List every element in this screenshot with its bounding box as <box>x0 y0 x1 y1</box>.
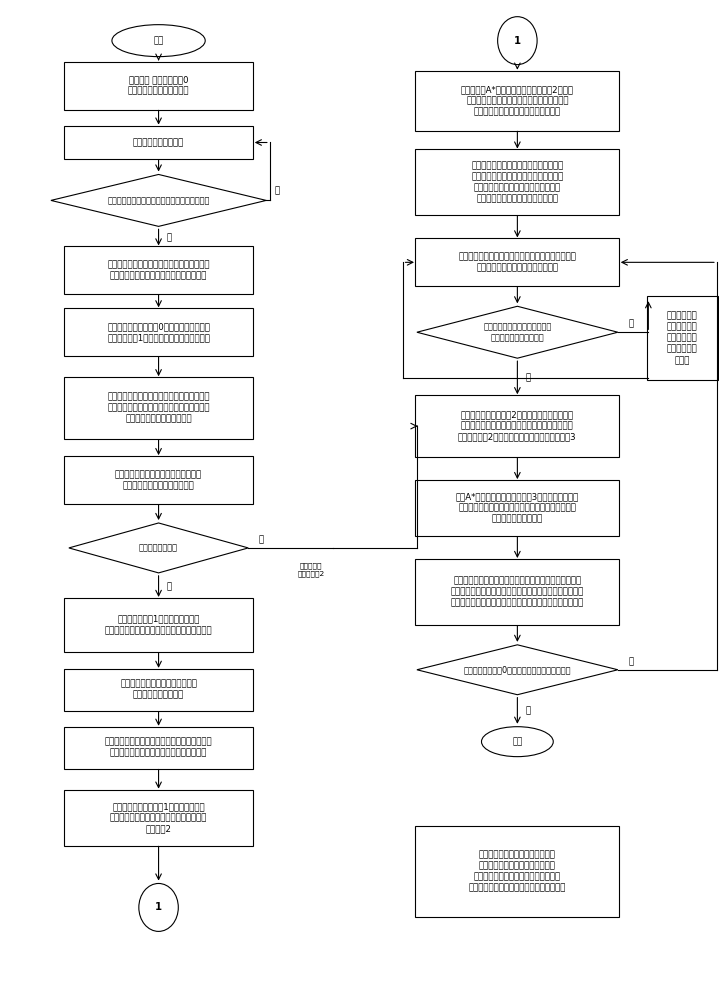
Text: 1: 1 <box>155 902 162 912</box>
Text: 计算机在建筑通道数据0中标记起火位置获得
建筑通道数据1，并将控制信息发送至单片机: 计算机在建筑通道数据0中标记起火位置获得 建筑通道数据1，并将控制信息发送至单片… <box>107 322 210 342</box>
FancyBboxPatch shape <box>64 598 253 652</box>
FancyBboxPatch shape <box>64 377 253 439</box>
Ellipse shape <box>498 17 537 65</box>
Text: 否: 否 <box>628 320 633 329</box>
FancyBboxPatch shape <box>416 559 619 625</box>
FancyBboxPatch shape <box>64 126 253 159</box>
FancyBboxPatch shape <box>647 296 718 380</box>
Text: 直接生成建
筑通道数据2: 直接生成建 筑通道数据2 <box>298 563 325 577</box>
Polygon shape <box>51 174 266 226</box>
Text: 计算机接收到节点信息后智能生成
控制信息发送至单片机: 计算机接收到节点信息后智能生成 控制信息发送至单片机 <box>120 680 197 700</box>
Text: 是: 是 <box>526 373 531 382</box>
Text: 单片机接收计算机的控制信息，控制火情所在
通道的逃生指示牌变为红色，表示通道危险，
并启动鸣警器全建筑火灾鸣响: 单片机接收计算机的控制信息，控制火情所在 通道的逃生指示牌变为红色，表示通道危险… <box>107 393 210 424</box>
FancyBboxPatch shape <box>64 456 253 504</box>
FancyBboxPatch shape <box>64 790 253 846</box>
FancyBboxPatch shape <box>64 669 253 711</box>
Polygon shape <box>417 306 618 358</box>
Text: 开始: 开始 <box>153 36 164 45</box>
Text: 是: 是 <box>628 657 633 666</box>
FancyBboxPatch shape <box>416 480 619 536</box>
Text: 单片机接收到计算机的控制信息。控制最
短逃生路线内所有通道开启绿色箭头逃生
指示牌，其他通道开启白色逃生指示牌
（非最近通道），箭头均指向出口处: 单片机接收到计算机的控制信息。控制最 短逃生路线内所有通道开启绿色箭头逃生 指示… <box>471 161 564 204</box>
Text: 否: 否 <box>526 706 531 715</box>
Text: 是: 是 <box>167 582 172 591</box>
Polygon shape <box>417 645 618 695</box>
Text: 是否发现障碍物？: 是否发现障碍物？ <box>139 543 178 552</box>
FancyBboxPatch shape <box>416 395 619 457</box>
Text: 是: 是 <box>167 233 172 242</box>
Text: 否: 否 <box>275 186 280 195</box>
Text: 单片机接收到控制信息，控制节点内开启黄色逃生指示牌
（代表临时次短逃生通道）与绿色逃生指示牌相同部分路径
依旧开启绿灯，其他路线开启保持原状态，箭头均指向出口: 单片机接收到控制信息，控制节点内开启黄色逃生指示牌 （代表临时次短逃生通道）与绿… <box>451 576 584 607</box>
Text: 计算机在建筑通道数据1中将障碍物所在
通道上节点到下节点的路径删除后生成建筑
通道数据2: 计算机在建筑通道数据1中将障碍物所在 通道上节点到下节点的路径删除后生成建筑 通… <box>110 802 207 833</box>
Text: 检测建筑通道数据0内通道是否还有人员未撤出？: 检测建筑通道数据0内通道是否还有人员未撤出？ <box>464 665 571 674</box>
Text: 在建筑通道数据1中标记障碍物位置
以及所在通道，记录该通道上一节点和下一节点: 在建筑通道数据1中标记障碍物位置 以及所在通道，记录该通道上一节点和下一节点 <box>105 615 212 635</box>
FancyBboxPatch shape <box>416 826 619 917</box>
Text: 计算机利用A*搜索算法在建筑通道数据2中求出
最短逃生路线（非唯一）所经过的每一个节点
后，智能生成控制信息并发送至单片机: 计算机利用A*搜索算法在建筑通道数据2中求出 最短逃生路线（非唯一）所经过的每一… <box>461 85 574 116</box>
Text: 计算机启动通道内障碍物识别算法，对
摄像机组的视频进行障碍物识别: 计算机启动通道内障碍物识别算法，对 摄像机组的视频进行障碍物识别 <box>115 470 202 490</box>
FancyBboxPatch shape <box>416 149 619 215</box>
FancyBboxPatch shape <box>416 71 619 131</box>
Text: 烟雾、手动报警器与视觉火焰识别是否发现火情: 烟雾、手动报警器与视觉火焰识别是否发现火情 <box>107 196 210 205</box>
Text: 利用A*搜索算法在建筑通道数据3中求出最短逃生路
线，即整体的次短逃生路线（非唯一），并智能生成
控制信息发送至单片机: 利用A*搜索算法在建筑通道数据3中求出最短逃生路 线，即整体的次短逃生路线（非唯… <box>456 492 579 524</box>
Text: 结束: 结束 <box>512 737 523 746</box>
Text: 指示牌白色箭头灯：一般逃生路线
指示牌绿色箭头灯：最短逃生路线
指示牌黄色箭头灯：临时次短逃生路线
指示牌红色警告灯：障碍物或火情所在路线: 指示牌白色箭头灯：一般逃生路线 指示牌绿色箭头灯：最短逃生路线 指示牌黄色箭头灯… <box>469 850 566 893</box>
Ellipse shape <box>112 25 205 57</box>
FancyBboxPatch shape <box>64 308 253 356</box>
FancyBboxPatch shape <box>64 727 253 769</box>
Text: 1: 1 <box>514 36 521 46</box>
Ellipse shape <box>482 727 553 757</box>
Text: 单片机接收计算机的控制信息，控制障碍物所在
通道的逃生指示牌变为红色，表示通道危险: 单片机接收计算机的控制信息，控制障碍物所在 通道的逃生指示牌变为红色，表示通道危… <box>105 738 212 758</box>
Text: 读取原始 建筑通道数据0
（已知安全出口位置信息）: 读取原始 建筑通道数据0 （已知安全出口位置信息） <box>128 76 189 96</box>
Text: 启动视觉火焰识别程序: 启动视觉火焰识别程序 <box>133 138 184 147</box>
Text: 计算机对最短逃生路线内的摄像机组的影像启动视觉
人数识别，判断最短逃生路线内人数: 计算机对最短逃生路线内的摄像机组的影像启动视觉 人数识别，判断最短逃生路线内人数 <box>459 252 577 272</box>
Text: 否: 否 <box>259 535 264 544</box>
FancyBboxPatch shape <box>64 246 253 294</box>
Text: 由烟雾报警器和视觉火焰检测判定起火位置，
并将实时影像信息、起火位置发送到计算机: 由烟雾报警器和视觉火焰检测判定起火位置， 并将实时影像信息、起火位置发送到计算机 <box>107 260 210 280</box>
FancyBboxPatch shape <box>416 238 619 286</box>
Text: 最短逃生路线内逃生人数是否超
过安全值（人为设定）？: 最短逃生路线内逃生人数是否超 过安全值（人为设定）？ <box>483 322 551 342</box>
Text: 计算机在建筑通道数据2中标记超过安全人数的通
道，并将该通道上一节点到下一节点的通道数据在
建筑通道数据2中删除，并获得新的建筑通道数据3: 计算机在建筑通道数据2中标记超过安全人数的通 道，并将该通道上一节点到下一节点的… <box>458 411 577 442</box>
Ellipse shape <box>139 883 178 931</box>
Polygon shape <box>69 523 248 573</box>
Text: 次短逃生路线
逃生指示牌变
回白色，若没
生成次短路线
则跳过: 次短逃生路线 逃生指示牌变 回白色，若没 生成次短路线 则跳过 <box>667 312 698 365</box>
FancyBboxPatch shape <box>64 62 253 110</box>
